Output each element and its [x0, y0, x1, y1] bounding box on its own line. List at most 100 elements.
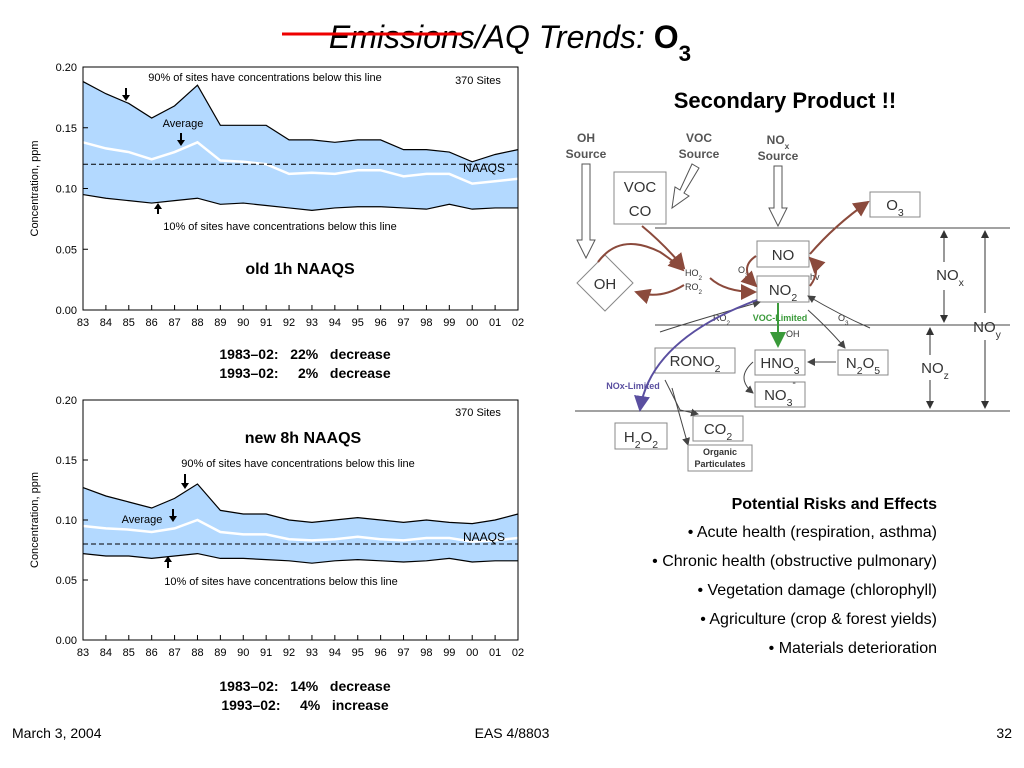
reference-label: NAAQS [463, 530, 505, 544]
arrow [671, 387, 690, 446]
annotation: new 8h NAAQS [245, 430, 362, 447]
label: O3 [838, 313, 849, 327]
source-arrow [576, 163, 596, 260]
box [614, 422, 668, 450]
arrow [807, 295, 871, 329]
band-area [83, 484, 518, 564]
series-label: 10% of sites have concentrations below t… [164, 576, 398, 588]
pointer-head [122, 95, 130, 101]
annotation: 370 Sites [455, 407, 501, 419]
x-tick-label: 87 [168, 647, 180, 659]
x-tick-label: 89 [214, 647, 226, 659]
pointer-head [177, 140, 185, 146]
x-tick-label: 95 [352, 317, 364, 329]
series-label: 90% of sites have concentrations below t… [148, 72, 382, 84]
series-line [82, 140, 519, 185]
label: NO2 [769, 282, 798, 304]
box [754, 381, 806, 408]
x-tick-label: 93 [306, 317, 318, 329]
label: N2O5 [846, 355, 880, 377]
label: CO [629, 203, 652, 220]
x-tick-label: 94 [329, 317, 341, 329]
x-tick-label: 99 [443, 317, 455, 329]
box [754, 349, 806, 376]
label: H2O2 [624, 429, 658, 451]
label: OH [786, 329, 800, 339]
risk-item: • Agriculture (crop & forest yields) [700, 611, 937, 628]
y-axis-label: Concentration, ppm [29, 472, 41, 568]
x-tick-label: 86 [146, 317, 158, 329]
y-tick-label: 0.05 [56, 575, 77, 587]
annotation: old 1h NAAQS [245, 261, 355, 278]
label: RONO2 [670, 353, 721, 375]
arrow [809, 200, 870, 255]
risk-item: • Acute health (respiration, asthma) [688, 524, 937, 541]
label: NO3- [764, 377, 796, 409]
x-tick-label: 99 [443, 647, 455, 659]
series-label: Average [122, 514, 163, 526]
label: OH [577, 131, 595, 145]
y-tick-label: 0.10 [56, 515, 77, 527]
x-tick-label: 86 [146, 647, 158, 659]
x-tick-label: 01 [489, 647, 501, 659]
y-tick-label: 0.00 [56, 305, 77, 317]
risks: Potential Risks and Effects • Acute heal… [652, 496, 937, 657]
x-tick-label: 95 [352, 647, 364, 659]
box [837, 349, 889, 376]
arrow [743, 361, 754, 394]
series-label: 10% of sites have concentrations below t… [163, 221, 397, 233]
box [692, 415, 744, 442]
series-line [82, 483, 519, 525]
x-tick-label: 00 [466, 317, 478, 329]
box [756, 240, 810, 268]
label: Source [758, 149, 799, 163]
series-label: Average [163, 118, 204, 130]
box [756, 275, 810, 303]
x-tick-label: 91 [260, 317, 272, 329]
x-tick-label: 91 [260, 647, 272, 659]
arrow [597, 243, 685, 272]
x-tick-label: 83 [77, 317, 89, 329]
arrow [634, 299, 758, 412]
band-area [83, 81, 518, 211]
x-tick-label: 84 [100, 317, 112, 329]
x-tick-label: 97 [397, 317, 409, 329]
x-tick-label: 85 [123, 647, 135, 659]
label: HO2 [685, 268, 703, 282]
x-tick-label: 94 [329, 647, 341, 659]
arrow [709, 277, 757, 300]
label: VOC [624, 179, 657, 196]
annotation: 370 Sites [455, 75, 501, 87]
x-tick-label: 98 [420, 647, 432, 659]
y-tick-label: 0.15 [56, 123, 77, 135]
y-tick-label: 0.10 [56, 184, 77, 196]
x-tick-label: 00 [466, 647, 478, 659]
y-tick-label: 0.00 [56, 635, 77, 647]
reference-label: NAAQS [463, 161, 505, 175]
x-tick-label: 83 [77, 647, 89, 659]
x-tick-label: 84 [100, 647, 112, 659]
x-tick-label: 93 [306, 647, 318, 659]
pointer-head [164, 556, 172, 562]
x-tick-label: 97 [397, 647, 409, 659]
box [687, 444, 753, 472]
annotation: 1983–02: 22% decrease [219, 346, 390, 362]
label: NOz [921, 360, 949, 382]
y-axis-label: Concentration, ppm [29, 141, 41, 237]
x-tick-label: 98 [420, 317, 432, 329]
x-tick-label: 96 [375, 647, 387, 659]
annotation: 1993–02: 4% increase [221, 697, 389, 713]
risk-item: • Chronic health (obstructive pulmonary) [652, 553, 937, 570]
box [576, 254, 634, 312]
x-tick-label: 85 [123, 317, 135, 329]
x-tick-label: 89 [214, 317, 226, 329]
label: Source [679, 147, 720, 161]
label: RO2 [713, 313, 731, 327]
source-arrow [671, 163, 700, 210]
risk-item: • Vegetation damage (chlorophyll) [697, 582, 937, 599]
x-tick-label: 90 [237, 647, 249, 659]
footer-date: March 3, 2004 [12, 725, 102, 741]
series-line [82, 518, 519, 543]
x-tick-label: 02 [512, 317, 524, 329]
